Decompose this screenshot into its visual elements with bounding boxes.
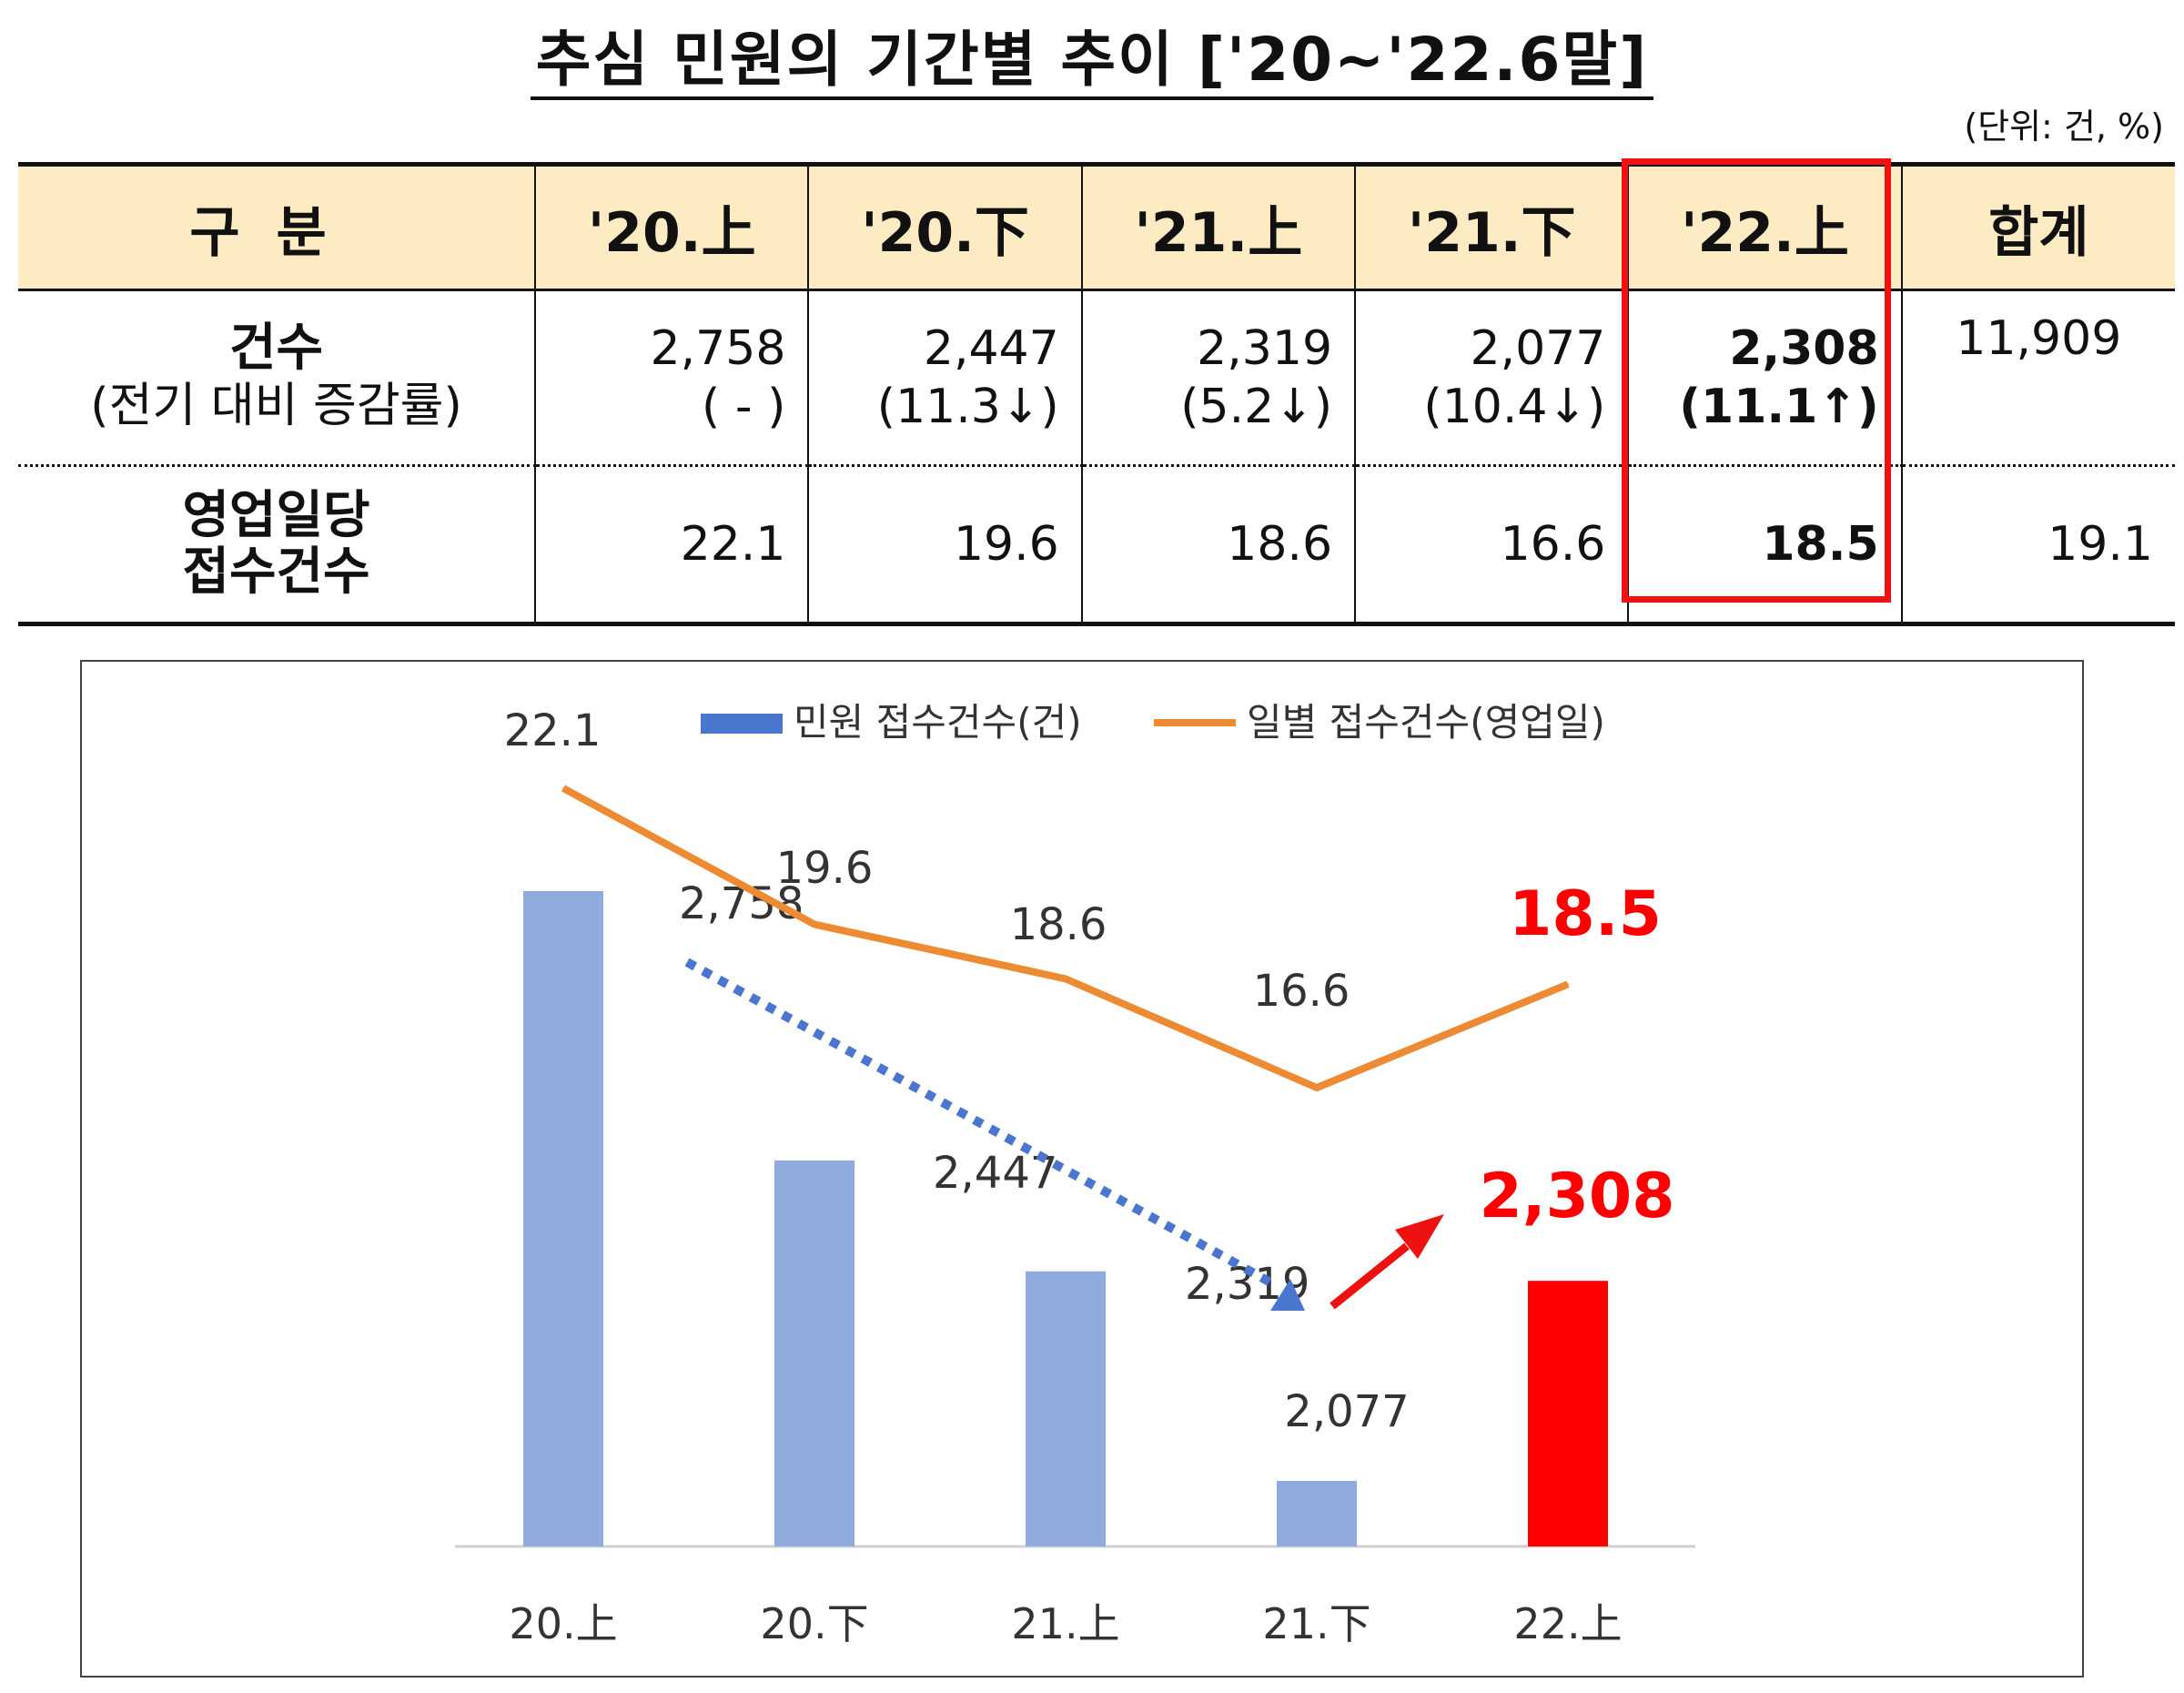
table-cell: 2,319 (5.2↓) [1080,289,1356,467]
legend-label-line: 일별 접수건수(영업일) [1247,700,1605,745]
table-cell: 22.1 [534,465,809,626]
unit-note: (단위: 건, %) [1964,106,2164,147]
table-header-row: 구분 '20.上 '20.下 '21.上 '21.下 '22.上 합계 [18,162,2175,291]
header-total: 합계 [1900,162,2175,291]
line-point [1316,1087,1318,1089]
bar-value-label: 2,077 [1284,1386,1409,1437]
page-title: 추심 민원의 기간별 추이 ['20~'22.6말] [0,11,2184,100]
x-tick-label: 22.上 [1513,1599,1622,1648]
table-cell: 2,758( - ) [534,289,809,467]
table-cell: 2,077 (10.4↓) [1354,289,1629,467]
x-tick-label: 21.上 [1011,1599,1119,1648]
table-cell-total: 11,909 [1900,289,2175,467]
bar [1277,1481,1357,1546]
line-point [562,787,564,789]
line-point [1567,983,1569,986]
bar [774,1160,854,1546]
trend-down-arrow-head [1270,1279,1305,1311]
table-cell: 19.6 [807,465,1082,626]
row-label-count: 건수 (전기 대비 증감률) [18,289,536,467]
line-value-label: 19.6 [776,843,874,894]
row-label-daily: 영업일당 접수건수 [18,465,536,626]
bar [1026,1271,1106,1546]
legend-label-bars: 민원 접수건수(건) [794,700,1082,745]
line-point [814,923,815,926]
header-category: 구분 [18,162,536,291]
line-value-label: 22.1 [504,705,602,756]
highlight-box [1622,158,1891,603]
x-tick-label: 20.上 [509,1599,617,1648]
x-tick-label: 20.下 [760,1599,868,1648]
chart-frame: 20.上 20.下 21.上 21.下 22.上 2,758 2,447 2,319 2,077… [80,660,2084,1678]
x-tick-label: 21.下 [1262,1599,1370,1648]
table-row-daily: 영업일당 접수건수 22.1 19.6 18.6 16.6 18.5 19.1 [18,465,2175,626]
line-value-label: 18.5 [1509,878,1662,950]
header-21-first-half: '21.上 [1080,162,1356,291]
header-21-second-half: '21.下 [1354,162,1629,291]
line-value-label: 18.6 [1010,899,1107,950]
combo-chart: 20.上 20.下 21.上 21.下 22.上2,7582,4472,3192,077… [455,700,1695,1648]
line-point [1065,978,1067,980]
bar-value-label: 2,308 [1479,1161,1674,1232]
header-22-first-half: '22.上 [1627,162,1902,291]
bar [523,891,603,1546]
legend-swatch-bars [701,714,783,734]
table-cell-total: 19.1 [1900,465,2175,626]
trend-down-arrow-line [684,958,1277,1289]
table-cell-highlight: 2,308 (11.1↑) [1627,289,1902,467]
table-cell: 16.6 [1354,465,1629,626]
line-value-label: 16.6 [1253,966,1350,1017]
table-row-count: 건수 (전기 대비 증감률) 2,758( - ) 2,447 (11.3↓) 2… [18,289,2175,467]
bar-value-label: 2,447 [933,1148,1057,1199]
table-cell: 2,447 (11.3↓) [807,289,1082,467]
header-20-first-half: '20.上 [534,162,809,291]
header-20-second-half: '20.下 [807,162,1082,291]
summary-table: 구분 '20.上 '20.下 '21.上 '21.下 '22.上 합계 건수 (… [18,162,2175,626]
table-cell: 18.6 [1080,465,1356,626]
trend-up-arrow-line [1330,1242,1410,1310]
trend-up-arrow-head [1395,1214,1444,1259]
bar [1528,1281,1608,1546]
